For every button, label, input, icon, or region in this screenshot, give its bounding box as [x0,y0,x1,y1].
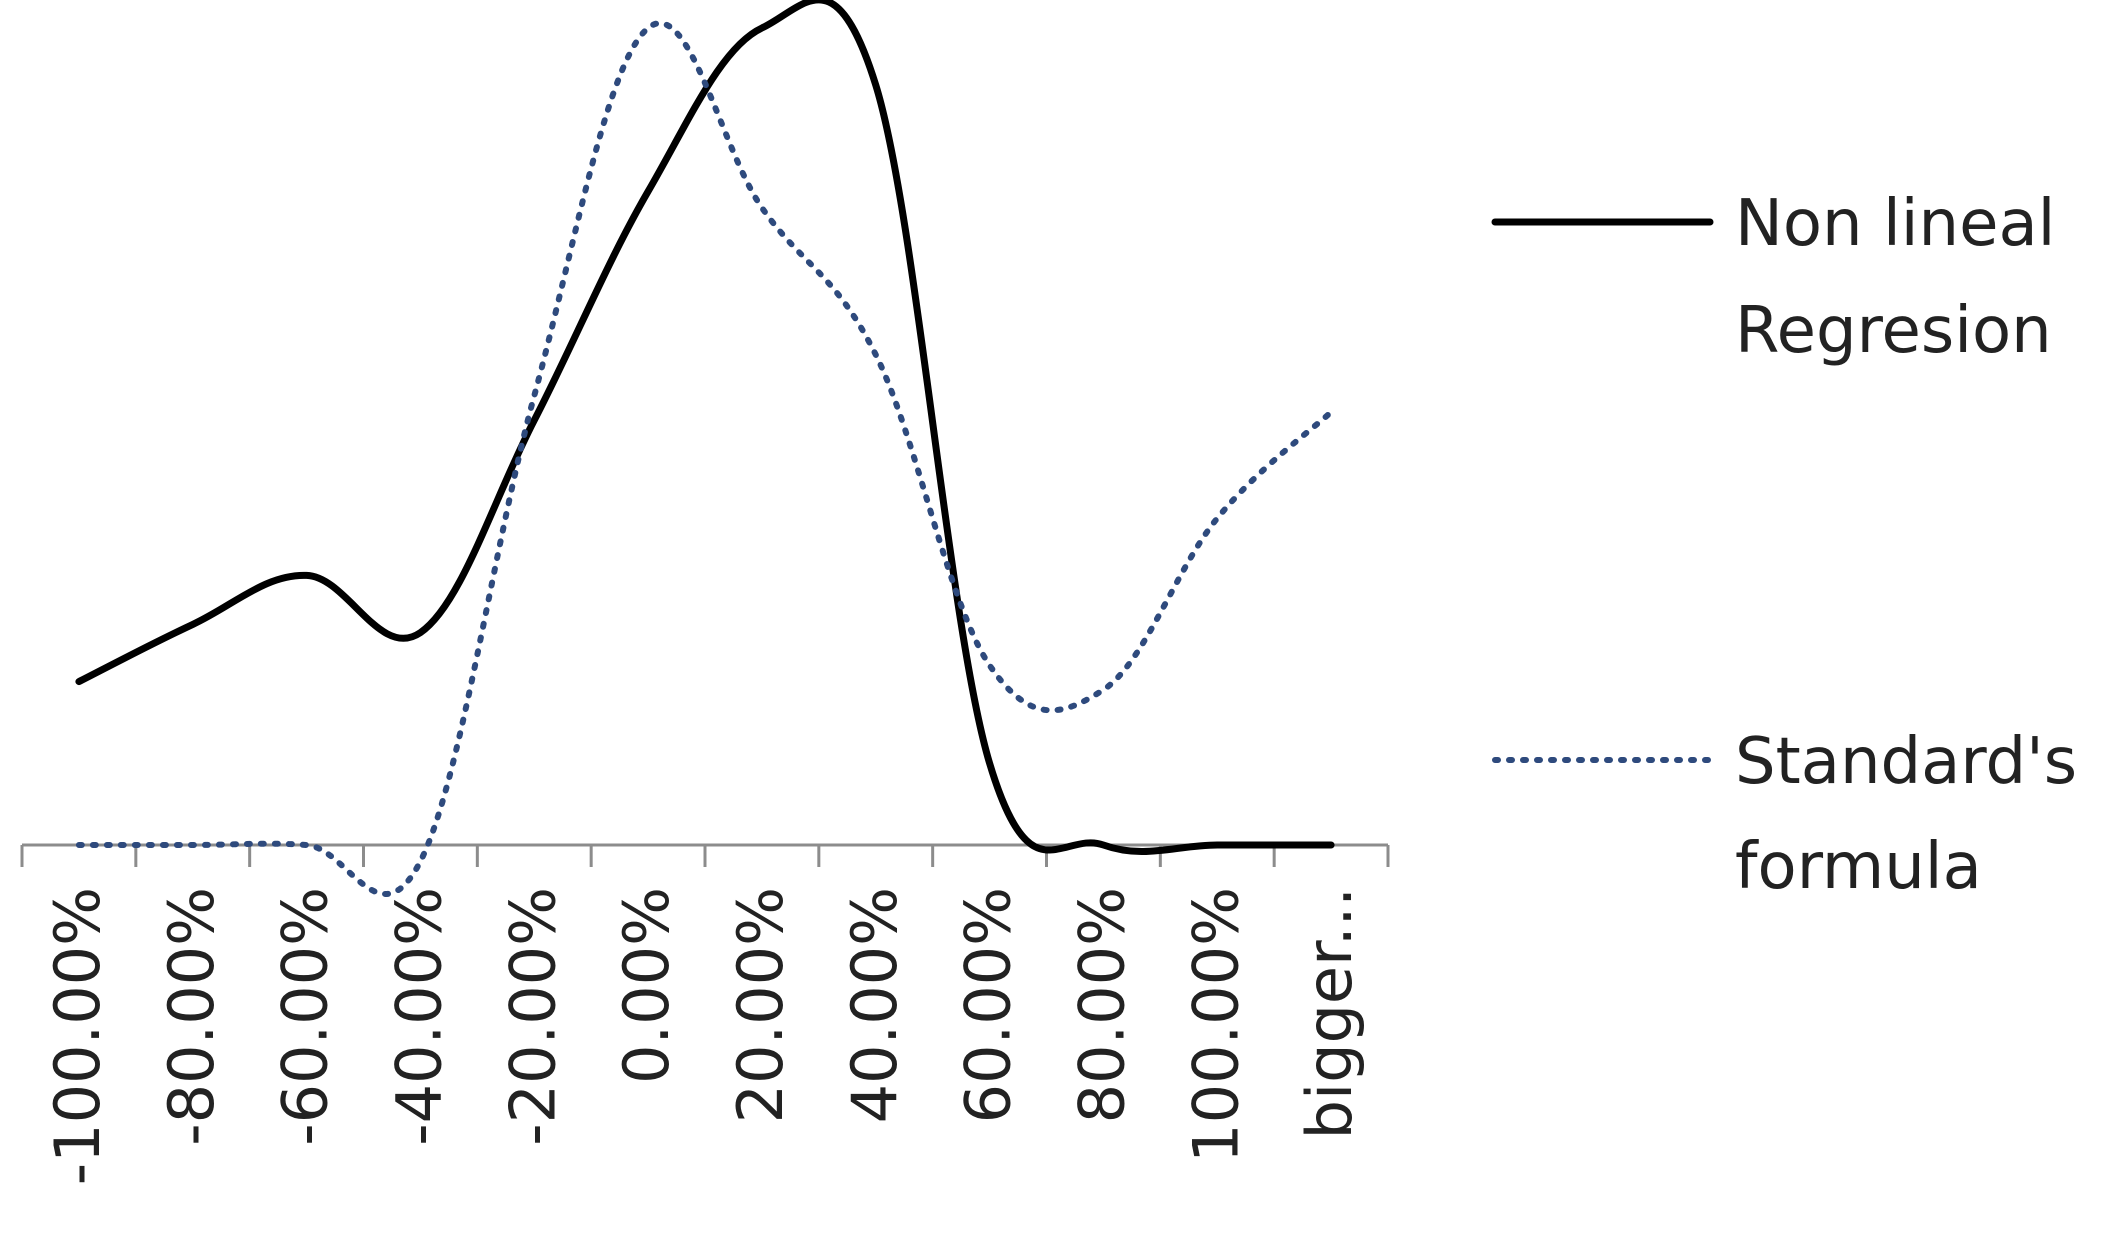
x-tick-label: 20.00% [724,887,797,1123]
legend-label: Standard's [1735,725,2077,799]
x-tick-label: 100.00% [1179,887,1252,1163]
legend-label: Regresion [1735,294,2052,368]
x-tick-labels: -100.00% -80.00% -60.00% -40.00% -20.00% 0.00… [41,887,1366,1185]
legend-label: Non lineal [1735,187,2055,261]
x-tick-label: 60.00% [952,887,1025,1123]
x-tick-label: -80.00% [155,887,228,1146]
series-line-standards-formula [75,20,1335,897]
legend: Non lineal Regresion Standard's formula [1491,187,2077,904]
x-tick-label: -20.00% [496,887,569,1146]
x-tick-label: -100.00% [41,887,114,1185]
series-line-non-lineal-regresion [75,0,1335,855]
x-tick-label: 0.00% [610,887,683,1084]
x-tick-label: 40.00% [838,887,911,1123]
x-tick-label: -60.00% [269,887,342,1146]
x-tick-label: 80.00% [1065,887,1138,1123]
legend-label: formula [1735,830,1982,904]
series-layer [75,0,1335,897]
x-tick-label: bigger... [1293,887,1366,1139]
x-tick-label: -40.00% [382,887,455,1146]
